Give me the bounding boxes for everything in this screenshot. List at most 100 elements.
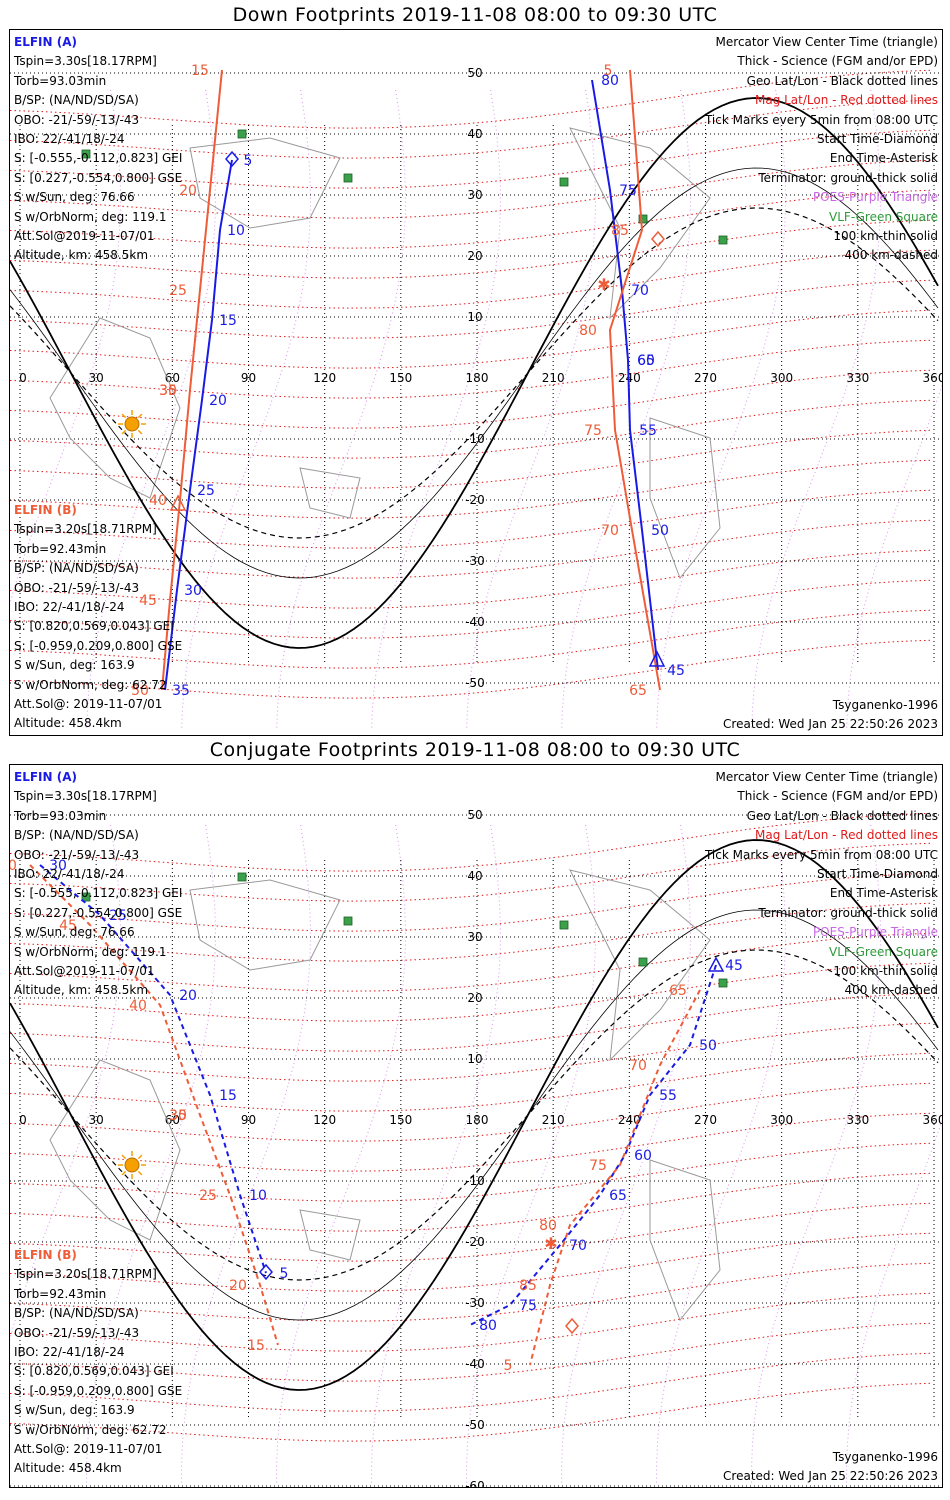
elfin-a-tick-label: 55	[659, 1088, 677, 1104]
lat-label: -60	[465, 1479, 485, 1487]
elfin-b-s-gse: S: [-0.959,0.209,0.800] GSE	[14, 1383, 183, 1398]
land-outline	[189, 879, 341, 971]
elfin-a-ibo: IBO: 22/-41/18/-24	[14, 132, 125, 147]
elfin-b-tick-label: 20	[179, 183, 197, 199]
sun-icon	[124, 416, 140, 432]
land-outline	[49, 1059, 181, 1241]
sun-icon	[124, 1157, 140, 1173]
mag-lat-line	[10, 932, 931, 992]
mag-lon-line	[656, 824, 786, 1486]
mag-lat-line	[10, 1142, 931, 1202]
vlf-square	[638, 957, 648, 967]
elfin-b-obo: OBO: -21/-59/-13/-43	[14, 580, 140, 595]
elfin-a-tick-label: 60	[634, 1148, 652, 1164]
elfin-b-s-gei: S: [0.820,0.569,0.043] GEI	[14, 619, 174, 634]
terminator-100km	[10, 167, 939, 579]
vlf-square	[718, 978, 728, 988]
vlf-square	[343, 173, 353, 183]
elfin-b-torb: Torb=92.43min	[14, 1286, 107, 1301]
elfin-a-tick-label: 35	[172, 683, 190, 699]
elfin-a-tick-label: 70	[631, 283, 649, 299]
lat-label: 10	[467, 310, 482, 324]
conjugate-footprints-panel: 70605040302010-10-20-30-40-50-60-7003060…	[9, 764, 943, 1488]
start-diamond	[565, 1317, 579, 1335]
elfin-a-s-orb: S w/OrbNorm, deg: 119.1	[14, 209, 167, 224]
elfin-a-torb: Torb=93.03min	[14, 808, 107, 823]
elfin-b-label: ELFIN (B)	[14, 1248, 77, 1262]
elfin-b-tick-label: 25	[169, 283, 187, 299]
mag-lat-line	[10, 369, 931, 429]
mag-lon-line	[181, 824, 311, 1486]
lat-label: 30	[467, 930, 482, 944]
vlf-square	[81, 892, 91, 902]
elfin-a-altitude: Altitude, km: 458.5km	[14, 248, 149, 263]
lon-label: 270	[694, 371, 717, 385]
elfin-b-tick-label: 85	[611, 223, 629, 239]
elfin-b-s-sun: S w/Sun, deg: 163.9	[14, 1403, 135, 1418]
conjugate-footprints-title: Conjugate Footprints 2019-11-08 08:00 to…	[209, 739, 741, 761]
sun-ray	[137, 413, 143, 419]
mag-lat-line	[10, 1352, 931, 1412]
mag-lon-line	[751, 824, 881, 1486]
legend-start-time: Start Time-Diamond	[816, 132, 938, 147]
elfin-b-altitude: Altitude: 458.4km	[14, 716, 122, 731]
elfin-a-s-gse: S: [0.227,-0.554,0.800] GSE	[14, 905, 183, 920]
mag-lon-line	[371, 89, 501, 731]
legend-vlf: VLF-Green Square	[829, 944, 938, 959]
mag-lat-line	[10, 519, 931, 579]
elfin-a-tick-label: 60	[637, 353, 655, 369]
elfin-a-s-gei: S: [-0.555,-0.112,0.823] GEI	[14, 886, 183, 901]
lon-label: 150	[389, 1113, 412, 1127]
elfin-a-tick-label: 75	[619, 183, 637, 199]
legend-mag-grid: Mag Lat/Lon - Red dotted lines	[754, 828, 938, 843]
lat-label: 40	[467, 869, 482, 883]
mag-lat-line	[10, 1082, 931, 1142]
elfin-b-tick-label: 35	[169, 1108, 187, 1124]
mag-lat-line	[10, 1262, 931, 1322]
lon-label: 360	[923, 1113, 942, 1127]
lat-label: 20	[467, 991, 482, 1005]
elfin-b-ibo: IBO: 22/-41/18/-24	[14, 1345, 125, 1360]
elfin-a-tick-label: 25	[197, 483, 215, 499]
lon-label: 180	[466, 371, 489, 385]
elfin-b-tick-label: 65	[629, 683, 647, 699]
mag-lat-line	[10, 549, 931, 609]
legend-400km: 400 km-dashed	[844, 983, 938, 998]
elfin-a-info: ELFIN (A) Tspin=3.30s[18.17RPM] Torb=93.…	[14, 33, 182, 266]
lon-label: 120	[313, 1113, 336, 1127]
vlf-square	[559, 920, 569, 930]
lon-label: 0	[19, 1113, 27, 1127]
elfin-b-tick-label: 35	[159, 383, 177, 399]
model-label: Tsyganenko-1996	[832, 1450, 938, 1464]
elfin-a-tick-label: 45	[667, 663, 685, 679]
sun-ray	[121, 1154, 127, 1160]
elfin-a-obo: OBO: -21/-59/-13/-43	[14, 112, 140, 127]
mag-lat-line	[10, 842, 931, 902]
mag-lat-line	[10, 902, 931, 962]
lat-label: 50	[467, 66, 482, 80]
mag-lat-line	[10, 1052, 931, 1112]
elfin-b-label: ELFIN (B)	[14, 503, 77, 517]
legend-100km: 100 km-thin solid	[833, 964, 938, 979]
lon-label: 330	[846, 371, 869, 385]
elfin-a-tick-label: 15	[219, 313, 237, 329]
legend-terminator: Terminator: ground-thick solid	[758, 905, 938, 920]
lon-label: 150	[389, 371, 412, 385]
legend-start-time: Start Time-Diamond	[816, 867, 938, 882]
legend-geo-grid: Geo Lat/Lon - Black dotted lines	[746, 73, 938, 88]
map-legend: Mercator View Center Time (triangle) Thi…	[705, 33, 938, 266]
legend-center-time: Mercator View Center Time (triangle)	[715, 770, 938, 784]
elfin-b-attsol: Att.Sol@: 2019-11-07/01	[14, 1442, 163, 1457]
sun-ray	[121, 1170, 127, 1176]
end-asterisk: ✱	[597, 275, 610, 294]
elfin-a-tick-label: 80	[601, 73, 619, 89]
elfin-a-tspin: Tspin=3.30s[18.17RPM]	[14, 789, 157, 804]
elfin-b-track-2	[608, 69, 661, 691]
down-footprints-map: 70605040302010-10-20-30-40-50-60-7003060…	[10, 63, 942, 731]
lon-label: 270	[694, 1113, 717, 1127]
mag-lat-line	[10, 1202, 931, 1262]
center-triangle	[648, 650, 666, 667]
lat-label: 10	[467, 1052, 482, 1066]
elfin-a-track-2	[469, 964, 717, 1326]
elfin-a-tspin: Tspin=3.30s[18.17RPM]	[14, 54, 157, 69]
